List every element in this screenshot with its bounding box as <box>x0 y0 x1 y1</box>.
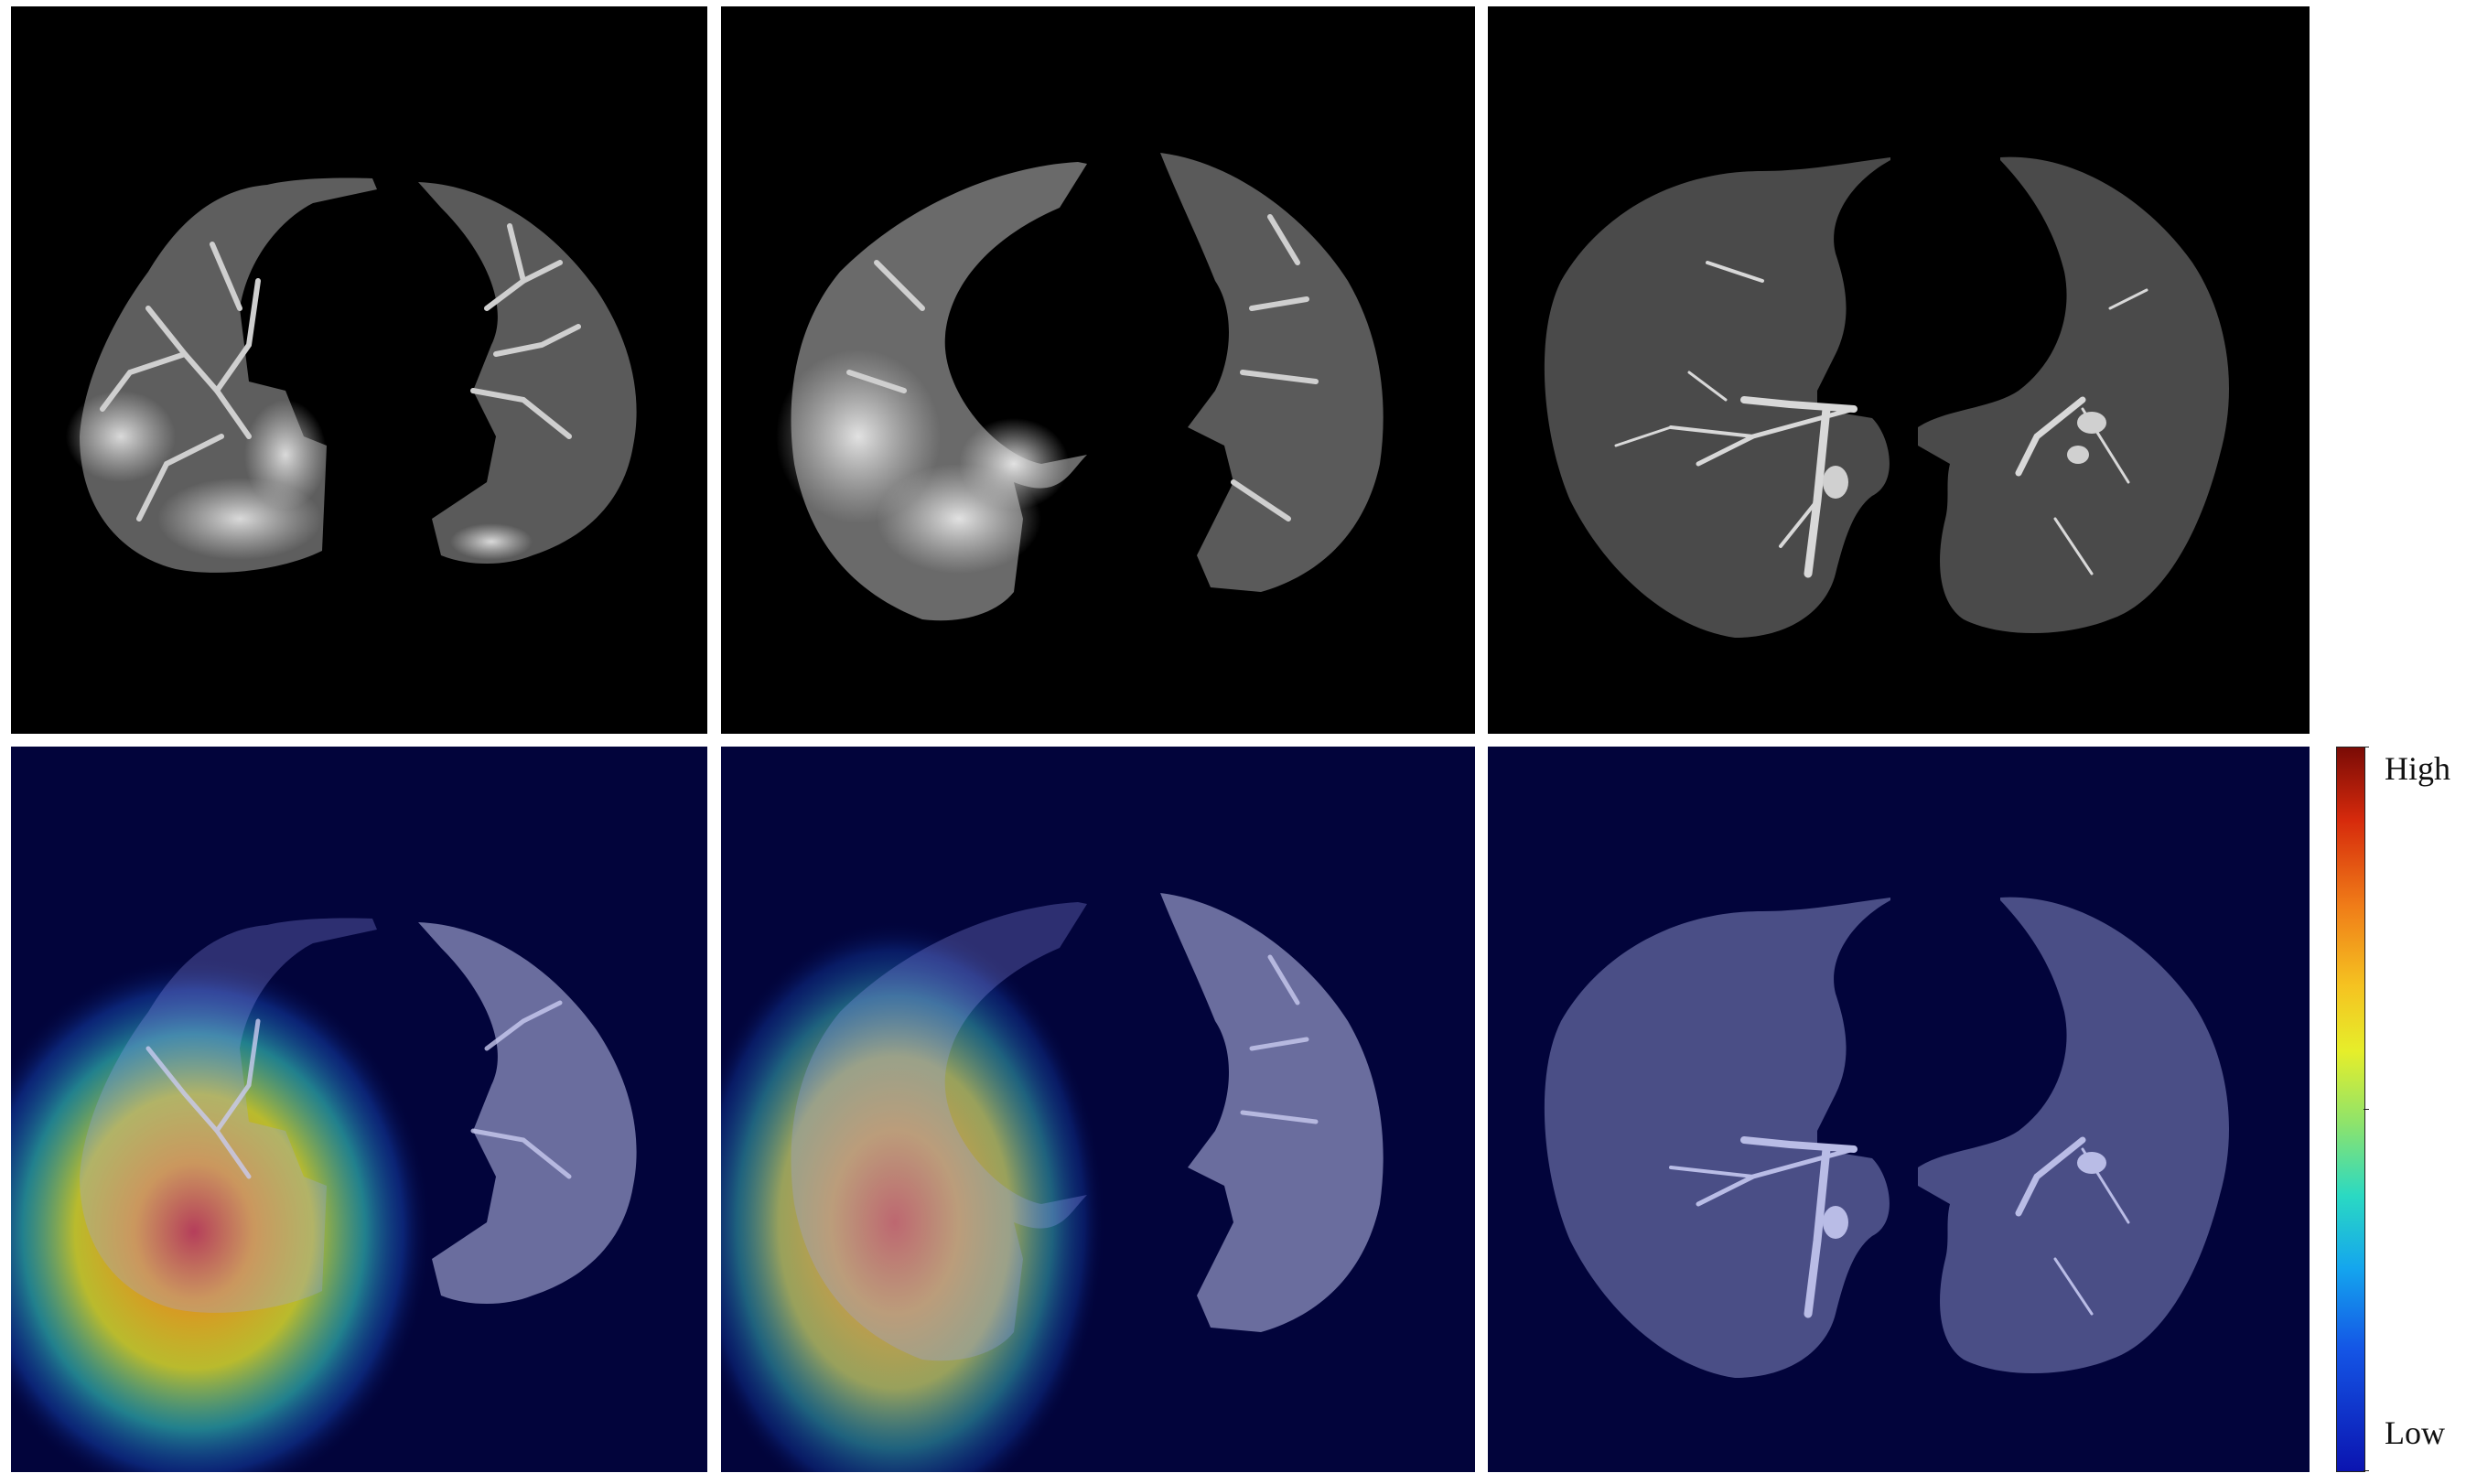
heatmap-slice-1-image <box>11 918 637 1472</box>
ct-slice-3-image <box>1544 156 2229 638</box>
heatmap-slice-2-image <box>721 893 1384 1472</box>
heatmap-panel-3 <box>1488 747 2310 1472</box>
lung-left <box>1160 893 1384 1332</box>
lung-right <box>1544 898 1890 1378</box>
lung-left <box>1918 897 2229 1373</box>
activation-region <box>721 920 1105 1472</box>
ct-slice-2-image <box>776 153 1384 621</box>
lung-left <box>1160 153 1384 592</box>
ct-slice-panel-2 <box>721 6 1475 734</box>
colorbar <box>2336 747 2365 1472</box>
lung-right <box>1544 157 1890 638</box>
lung-left <box>418 182 637 564</box>
heatmap-panel-2 <box>721 747 1475 1472</box>
colorbar-tick-mid <box>2364 1109 2369 1110</box>
ct-slice-1-image <box>66 177 637 573</box>
colorbar-tick-low <box>2364 1470 2369 1471</box>
colorbar-low-label: Low <box>2385 1414 2445 1451</box>
colorbar-high-label: High <box>2385 750 2450 787</box>
ct-slice-panel-3 <box>1488 6 2310 734</box>
activation-region <box>11 957 432 1472</box>
lung-right <box>791 902 1087 1361</box>
heatmap-panel-1 <box>11 747 707 1472</box>
lung-left <box>418 922 637 1304</box>
ct-slice-panel-1 <box>11 6 707 734</box>
lung-left <box>1918 156 2229 633</box>
heatmap-slice-3-image <box>1544 897 2229 1378</box>
